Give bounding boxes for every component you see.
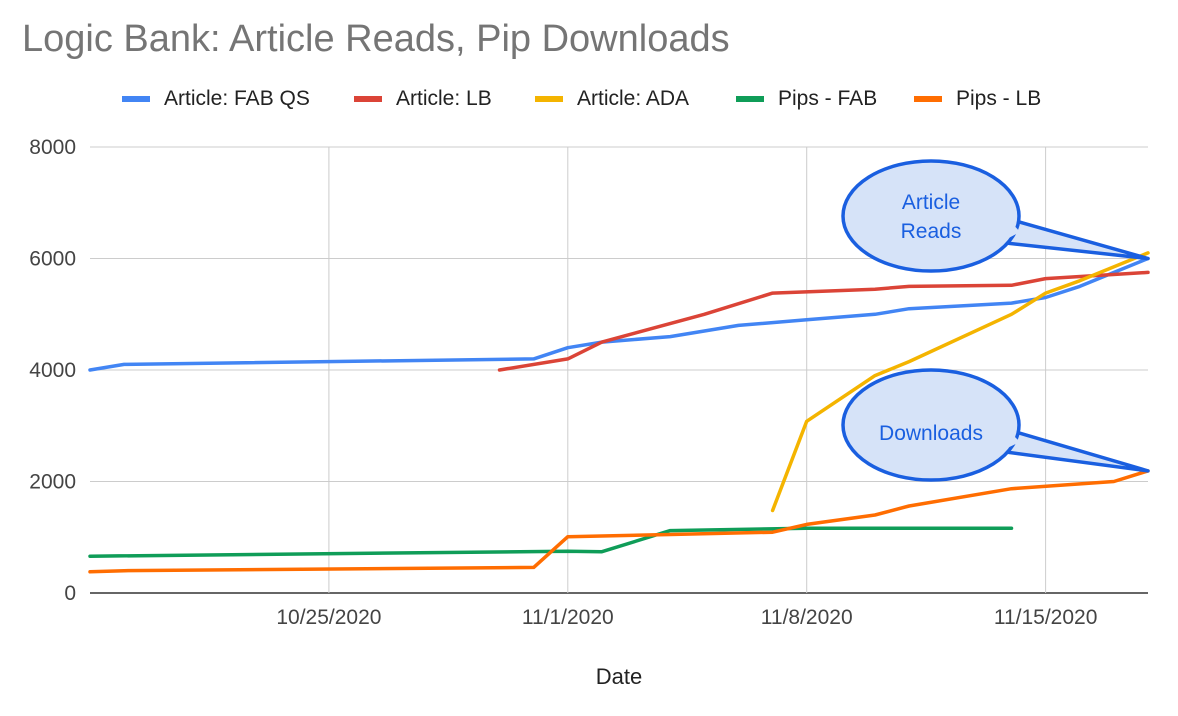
legend-label: Article: LB	[396, 87, 492, 110]
legend-label: Pips - FAB	[778, 87, 878, 110]
callout-seam	[1001, 222, 1020, 242]
callout-text-downloads: Downloads	[879, 422, 983, 445]
legend-item: Article: ADA	[535, 84, 689, 114]
x-tick-label: 10/25/2020	[276, 606, 381, 629]
legend-item: Pips - FAB	[736, 84, 877, 114]
callout-bubble-article-reads	[841, 159, 1021, 273]
callout-text-article-reads: Reads	[901, 220, 962, 243]
series-line-pips-fab	[88, 526, 1014, 558]
legend-swatch	[122, 96, 150, 102]
x-tick-label: 11/8/2020	[761, 606, 853, 629]
legend-label: Pips - LB	[956, 87, 1042, 110]
callout-pointer-downloads	[1004, 430, 1150, 473]
callout-text-article-reads: Article	[902, 191, 960, 214]
series-line-article-fab-qs	[88, 256, 1150, 372]
series-line-article-ada	[770, 251, 1150, 513]
chart-title: Logic Bank: Article Reads, Pip Downloads	[22, 18, 730, 60]
y-tick-label: 8000	[29, 136, 76, 159]
legend-swatch	[354, 96, 382, 102]
legend-label: Article: FAB QS	[164, 87, 310, 110]
callout-bubble-downloads	[841, 368, 1021, 482]
legend-swatch	[914, 96, 942, 102]
callout-pointer-article-reads	[1004, 219, 1150, 261]
x-tick-label: 11/1/2020	[522, 606, 614, 629]
y-tick-label: 6000	[29, 248, 76, 271]
legend-label: Article: ADA	[577, 87, 690, 110]
legend-item: Article: FAB QS	[122, 84, 310, 114]
chart-legend: Article: FAB QS Article: LB Article: ADA Pi…	[0, 84, 1178, 114]
legend-item: Pips - LB	[914, 84, 1041, 114]
x-axis-title: Date	[596, 664, 642, 689]
legend-swatch	[535, 96, 563, 102]
series-line-pips-lb	[88, 469, 1150, 574]
callout-seam	[1001, 433, 1020, 451]
y-tick-label: 4000	[29, 359, 76, 382]
legend-item: Article: LB	[354, 84, 492, 114]
legend-swatch	[736, 96, 764, 102]
x-tick-label: 11/15/2020	[994, 606, 1098, 629]
y-tick-label: 0	[64, 582, 76, 605]
series-line-article-lb	[497, 270, 1150, 372]
y-tick-label: 2000	[29, 471, 76, 494]
